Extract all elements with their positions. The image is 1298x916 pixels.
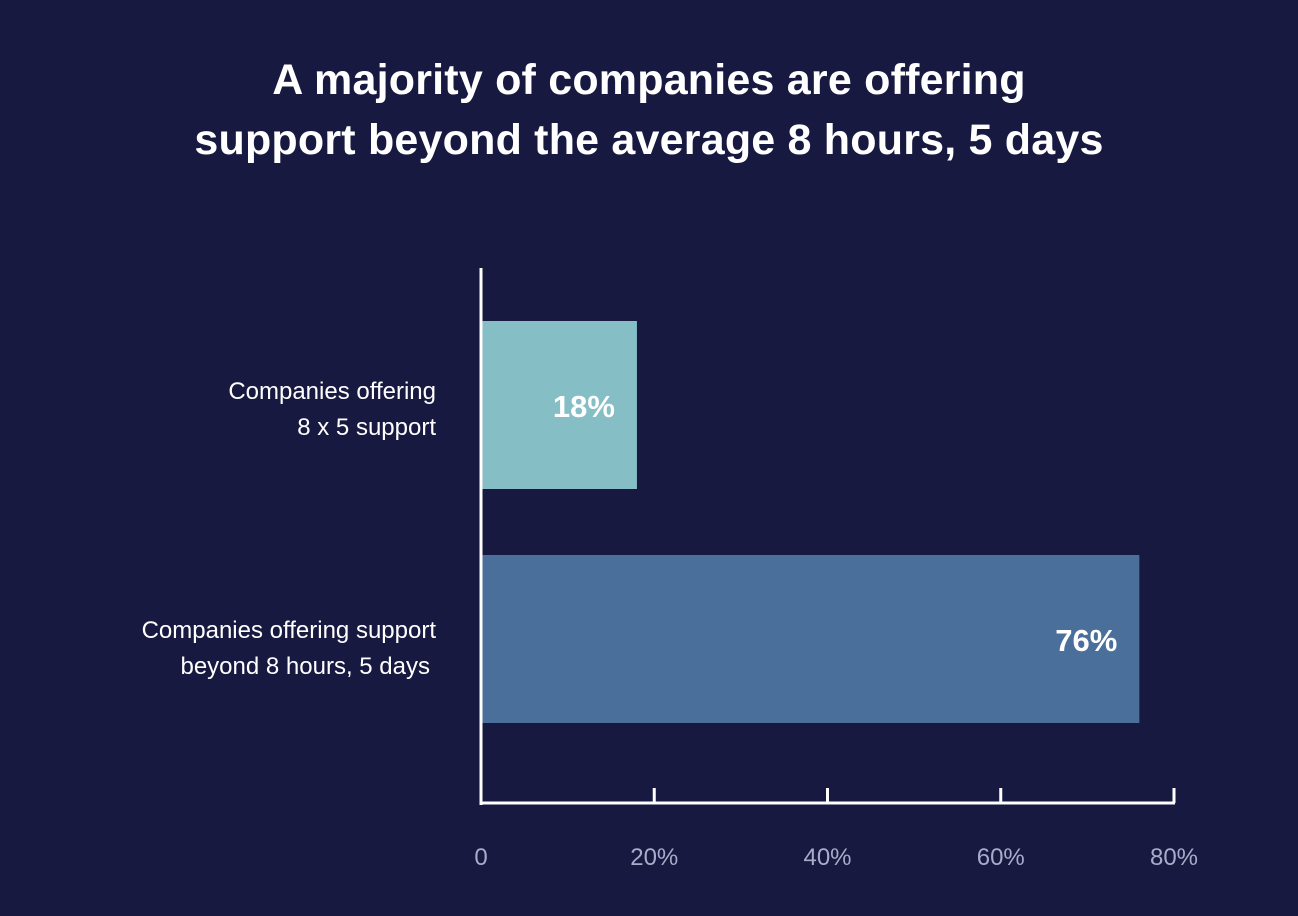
bar-0 xyxy=(481,321,637,489)
bar-value-label-0: 18% xyxy=(553,389,615,424)
category-label-beyond: Companies offering support beyond 8 hour… xyxy=(36,613,436,685)
category-label-line: 8 x 5 support xyxy=(297,414,436,441)
x-tick-label-4: 80% xyxy=(1150,844,1198,871)
bar-value-label-1: 76% xyxy=(1055,623,1117,658)
category-label-line: Companies offering support xyxy=(141,617,436,644)
x-tick-label-0: 0 xyxy=(474,844,487,871)
category-label-8x5: Companies offering 8 x 5 support xyxy=(36,374,436,446)
chart-title-line-2: support beyond the average 8 hours, 5 da… xyxy=(194,116,1104,164)
bar-1 xyxy=(481,555,1140,723)
x-tick-label-2: 40% xyxy=(803,844,851,871)
chart-title-line-1: A majority of companies are offering xyxy=(272,56,1026,104)
x-tick-label-3: 60% xyxy=(977,844,1025,871)
category-label-line: beyond 8 hours, 5 days xyxy=(180,653,430,680)
x-tick-label-1: 20% xyxy=(630,844,678,871)
chart-title: A majority of companies are offering sup… xyxy=(0,50,1298,170)
category-label-line: Companies offering xyxy=(228,378,436,405)
